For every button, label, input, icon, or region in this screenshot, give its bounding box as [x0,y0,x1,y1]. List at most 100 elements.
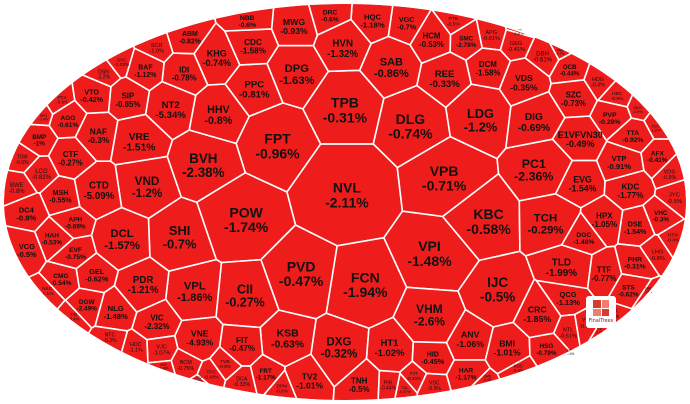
ticker-label: VIC [150,314,163,323]
change-label: -1.58% [240,46,267,55]
ticker-label: TAL [401,386,408,390]
ticker-label: TV2 [302,372,318,382]
change-label: -1.21% [128,285,159,296]
change-label: -0.5% [667,199,683,205]
ticker-label: MSH [53,189,69,197]
ticker-label: SMC [459,35,474,42]
ticker-label: BMI [499,338,515,348]
brand-logo-icon [593,300,609,316]
ticker-label: VDS [515,73,533,83]
ticker-label: PIR [384,380,393,386]
change-label: -0.5% [632,109,643,114]
ticker-label: APH [69,217,83,224]
change-label: -0.27% [58,158,83,167]
ticker-label: ABM [182,31,198,38]
change-label: -1.4% [39,118,48,122]
ticker-label: HDC [130,342,142,348]
change-label: -0.5% [644,290,652,294]
cell-tvb[interactable] [209,345,243,382]
change-label: -0.4% [591,82,605,88]
ticker-label: HHV [207,104,230,116]
change-label: -1.74% [224,219,269,235]
change-label: -1% [34,141,46,148]
change-label: -0.31% [323,109,368,125]
change-label: -0.27% [225,296,265,310]
ticker-label: AFX [651,150,665,157]
change-label: -0.61% [482,36,500,42]
ticker-label: NT2 [162,100,180,111]
ticker-label: KSB [277,327,300,339]
ticker-label: SHI [169,223,191,238]
ticker-label: DPM [276,384,287,389]
ticker-label: DBH [536,51,549,57]
ticker-label: VPB [430,163,459,179]
change-label: -1.13% [556,298,580,307]
change-label: -0.61% [57,122,78,129]
change-label: -1.54% [624,228,647,236]
change-label: -1.18% [360,20,385,29]
ticker-label: ANV [461,330,480,340]
ticker-label: BAF [138,65,153,72]
change-label: -0.32% [321,348,358,361]
change-label: -0.78% [172,74,197,83]
change-label: -0.41% [507,47,525,53]
change-label: -0.3% [653,217,670,224]
ticker-label: NKG [42,286,53,292]
ticker-label: FCN [351,269,380,285]
ticker-label: PVP [603,112,617,119]
change-label: -0.9% [611,96,624,102]
ticker-label: VGC [399,15,415,24]
ticker-label: DPG [285,63,310,75]
change-label: -0.3% [513,368,524,373]
cell-geg[interactable] [499,28,536,62]
ticker-label: NTC [105,332,116,338]
ticker-label: DIG [525,112,543,123]
change-label: -0.3% [103,338,117,344]
ticker-label: CII [237,283,253,297]
ticker-label: LDG [467,106,494,121]
ticker-label: PDR [133,275,153,286]
ticker-label: TVB [220,359,230,365]
ticker-label: PVD [287,258,316,274]
ticker-label: BMP [32,134,46,141]
change-label: -1.2% [464,119,498,134]
ticker-label: E1VFVN30 [558,130,603,140]
change-label: -0.85% [115,100,140,109]
change-label: -0.53% [42,239,63,246]
ticker-label: PPC [244,79,264,90]
ticker-label: CDC [244,38,262,47]
ticker-label: VPL [184,280,206,292]
ticker-label: VCG [19,242,35,251]
ticker-label: TDM [17,155,28,161]
change-label: -0.4% [667,238,680,244]
change-label: -0.77% [591,274,616,283]
change-label: -0.61% [559,333,577,339]
change-label: -0.49% [566,139,595,149]
ticker-label: DCL [110,228,133,240]
ticker-label: TPB [331,95,359,111]
change-label: -1.12% [134,72,157,79]
change-label: -1.85% [524,314,552,324]
ticker-label: DGW [79,299,96,306]
change-label: -0.96% [255,145,300,161]
ticker-label: DGC [576,232,591,239]
change-label: -0.69% [518,123,550,134]
ticker-label: HPX [596,212,613,221]
change-label: -0.29% [599,119,621,126]
ticker-label: KDC [622,182,640,191]
ticker-label: HAR [459,368,474,375]
change-label: -1.48% [407,253,452,269]
change-label: -2.32% [144,322,169,331]
ticker-label: GEL [89,267,105,276]
change-label: -0.6% [56,100,68,105]
ticker-label: DRC [323,10,338,17]
change-label: -1.06% [456,339,484,349]
ticker-label: NAF [90,126,107,136]
change-label: -0.43% [407,376,421,381]
change-label: -0.4% [483,378,491,382]
change-label: -0.82% [179,38,201,45]
change-label: -1.63% [279,75,314,87]
change-label: -0.5% [447,21,460,27]
change-label: -0.31% [624,264,646,271]
